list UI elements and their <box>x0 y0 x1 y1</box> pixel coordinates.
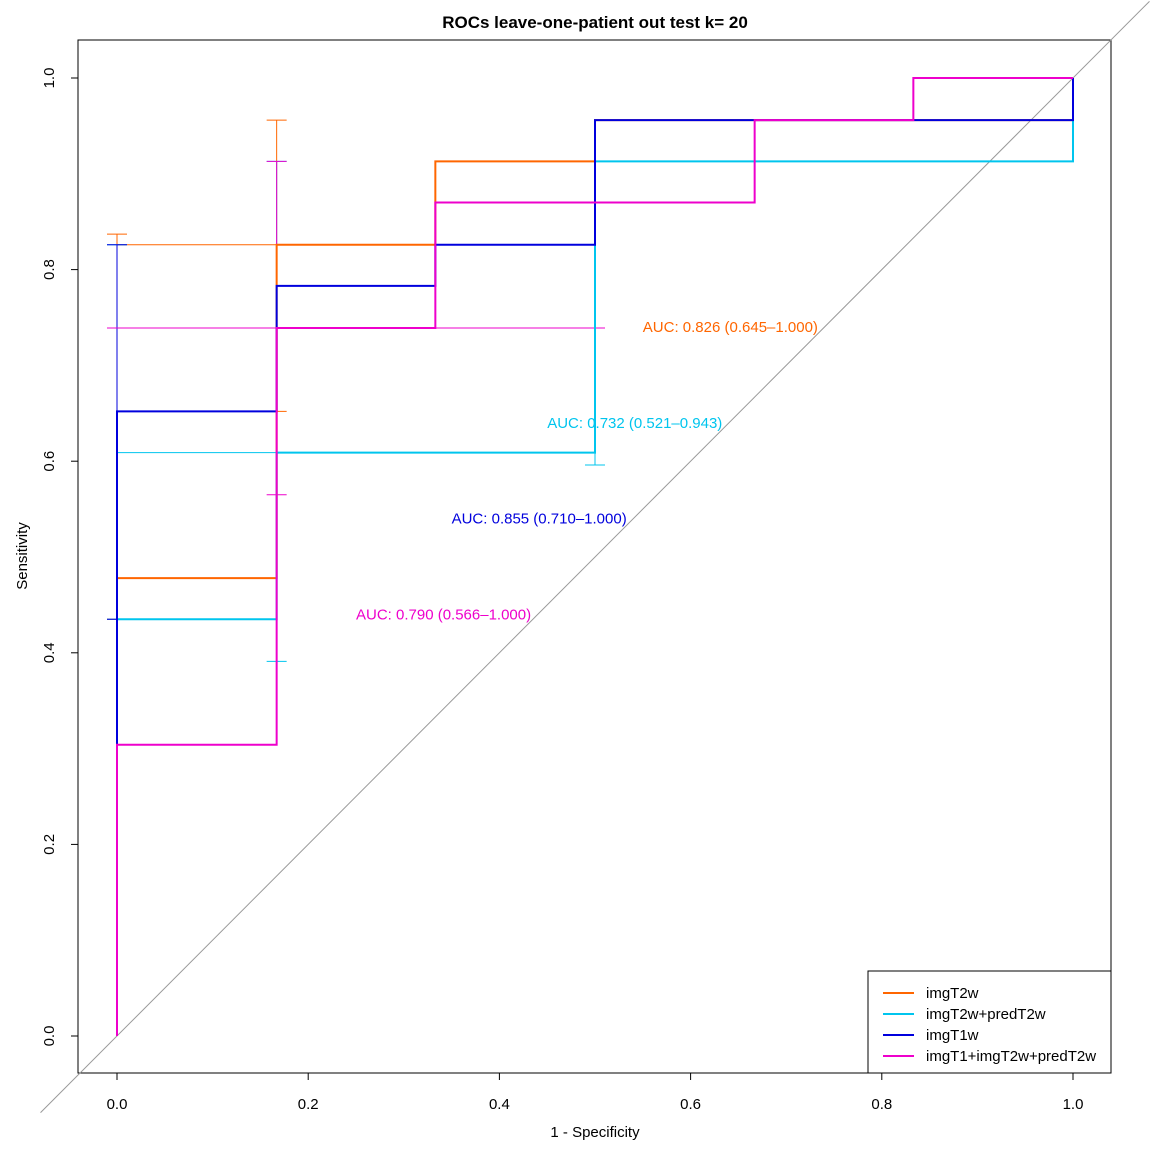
auc-label-1: AUC: 0.826 (0.645–1.000) <box>643 319 818 336</box>
legend-label: imgT1+imgT2w+predT2w <box>926 1048 1096 1065</box>
y-tick-label: 0.0 <box>41 1026 58 1047</box>
legend-label: imgT2w+predT2w <box>926 1006 1046 1023</box>
legend-label: imgT2w <box>926 985 979 1002</box>
legend-label: imgT1w <box>926 1027 979 1044</box>
x-tick-label: 0.2 <box>298 1096 319 1113</box>
y-tick-label: 1.0 <box>41 68 58 89</box>
y-tick-label: 0.2 <box>41 834 58 855</box>
x-tick-label: 0.4 <box>489 1096 510 1113</box>
auc-label-2: AUC: 0.732 (0.521–0.943) <box>547 415 722 432</box>
x-tick-label: 1.0 <box>1063 1096 1084 1113</box>
diagonal-reference-line <box>40 1 1150 1113</box>
legend: imgT2w imgT2w+predT2w imgT1w imgT1+imgT2w+p… <box>867 970 1112 1074</box>
x-tick-label: 0.0 <box>107 1096 128 1113</box>
y-tick-label: 0.6 <box>41 451 58 472</box>
y-tick-label: 0.8 <box>41 259 58 280</box>
roc-curve-4 <box>116 77 1073 1036</box>
roc-curve-2 <box>116 78 1074 1036</box>
x-tick-label: 0.8 <box>871 1096 892 1113</box>
y-tick-label: 0.4 <box>41 642 58 663</box>
x-tick-label: 0.6 <box>680 1096 701 1113</box>
chart-title: ROCs leave-one-patient out test k= 20 <box>442 13 748 32</box>
plot-area: 0.0 0.2 0.4 0.6 0.8 1.0 0.0 0.2 0.4 0.6 0.8 1.0 AUC:… <box>40 1 1150 1113</box>
auc-label-4: AUC: 0.790 (0.566–1.000) <box>356 606 531 623</box>
x-axis-label: 1 - Specificity <box>550 1124 640 1141</box>
auc-label-3: AUC: 0.855 (0.710–1.000) <box>452 511 627 528</box>
plot-frame <box>77 39 1112 1074</box>
y-axis-label: Sensitivity <box>14 522 31 590</box>
